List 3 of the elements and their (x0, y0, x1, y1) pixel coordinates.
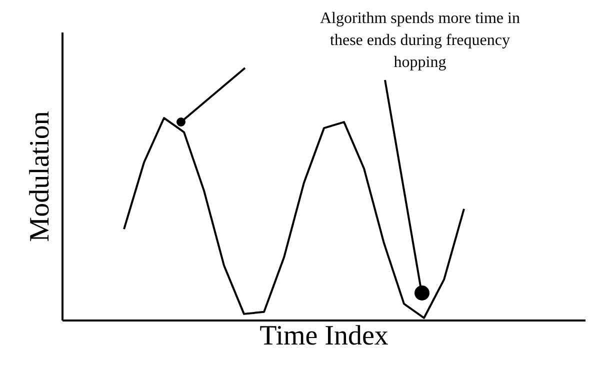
text: Algorithm spends more time in these ends during frequency hopping (320, 9, 520, 73)
y-axis-title: Modulation (24, 111, 56, 242)
x-axis-title: Time Index (260, 320, 388, 352)
